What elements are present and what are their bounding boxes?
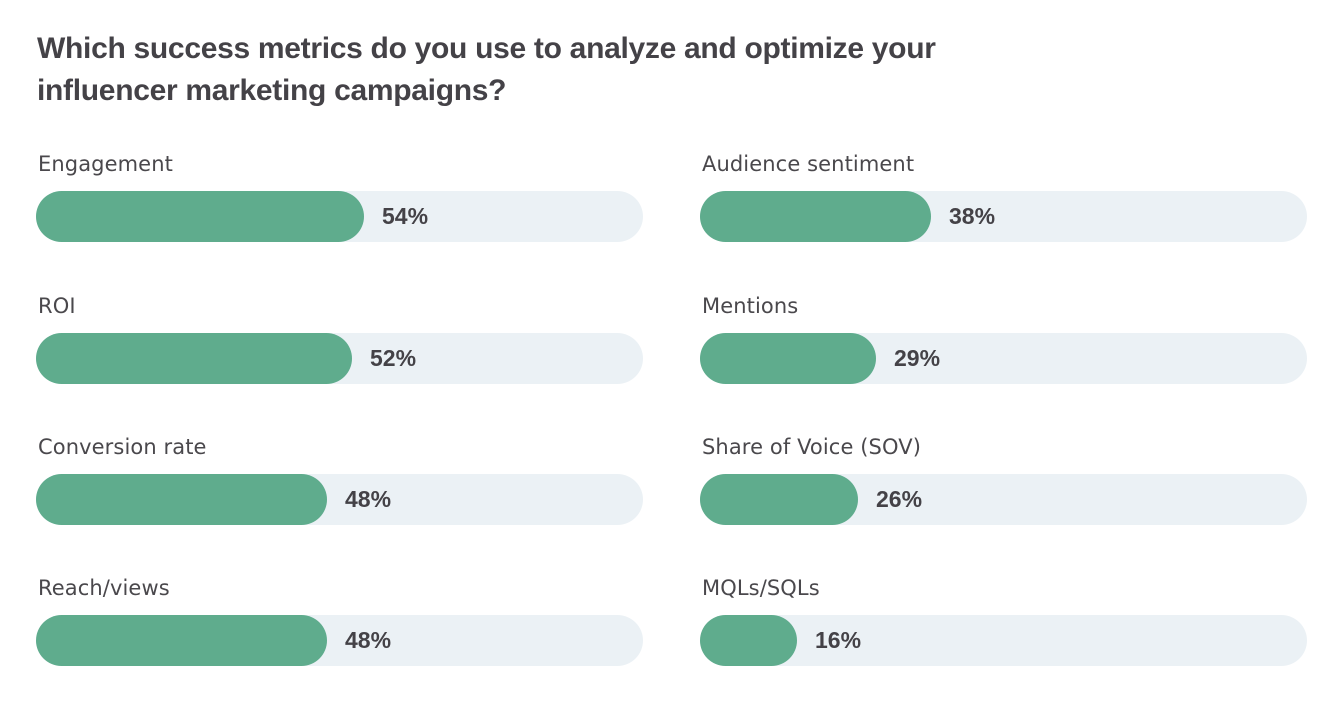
value-label: 48% <box>345 486 392 512</box>
bar-item: Share of Voice (SOV) 26% <box>700 433 1307 543</box>
chart-title: Which success metrics do you use to anal… <box>37 32 936 107</box>
value-label: 52% <box>370 345 417 371</box>
bar-item: MQLs/SQLs 16% <box>700 574 1307 684</box>
bar-track: 16% <box>700 615 1307 666</box>
bar-track: 48% <box>36 474 643 525</box>
value-label: 48% <box>345 627 392 653</box>
category-label: ROI <box>38 294 76 318</box>
category-label: MQLs/SQLs <box>702 576 820 600</box>
bar-track: 54% <box>36 191 643 242</box>
bar-item: ROI 52% <box>36 292 643 402</box>
bar-track: 26% <box>700 474 1307 525</box>
value-label: 16% <box>815 627 862 653</box>
bar-item: Reach/views 48% <box>36 574 643 684</box>
bar-item: Engagement 54% <box>36 150 643 260</box>
bar-track: 52% <box>36 333 643 384</box>
bar-item: Conversion rate 48% <box>36 433 643 543</box>
bar-track: 29% <box>700 333 1307 384</box>
category-label: Audience sentiment <box>702 152 915 176</box>
category-label: Engagement <box>38 152 173 176</box>
bar-fill <box>36 615 327 666</box>
bar-fill <box>700 474 858 525</box>
bar-item: Mentions 29% <box>700 292 1307 402</box>
category-label: Reach/views <box>38 576 170 600</box>
bar-fill <box>36 333 352 384</box>
bar-item: Audience sentiment 38% <box>700 150 1307 260</box>
category-label: Mentions <box>702 294 799 318</box>
bar-fill <box>36 474 327 525</box>
value-label: 26% <box>876 486 923 512</box>
bar-fill <box>700 615 797 666</box>
bar-fill <box>700 191 931 242</box>
value-label: 38% <box>949 203 996 229</box>
bar-fill <box>700 333 876 384</box>
category-label: Conversion rate <box>38 435 207 459</box>
bar-fill <box>36 191 364 242</box>
bar-track: 48% <box>36 615 643 666</box>
value-label: 29% <box>894 345 941 371</box>
value-label: 54% <box>382 203 429 229</box>
category-label: Share of Voice (SOV) <box>702 435 921 459</box>
bar-track: 38% <box>700 191 1307 242</box>
